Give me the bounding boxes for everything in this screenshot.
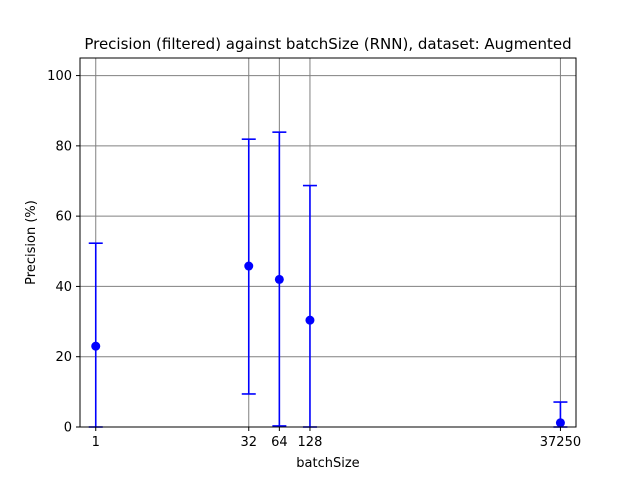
- x-tick-label: 1: [92, 435, 100, 450]
- x-tick-label: 32: [240, 435, 257, 450]
- axes-frame: [79, 57, 577, 428]
- y-tick-label: 0: [64, 421, 72, 436]
- x-tick-label: 128: [298, 435, 323, 450]
- x-axis-label: batchSize: [296, 456, 359, 471]
- x-axis-ticks: 1 32 64 128 37250: [92, 427, 581, 450]
- x-tick-label: 37250: [540, 435, 581, 450]
- x-tick-label: 64: [271, 435, 288, 450]
- y-tick-label: 60: [55, 210, 72, 225]
- y-tick-label: 80: [55, 139, 72, 154]
- data-point: [91, 341, 101, 351]
- y-tick-label: 20: [55, 350, 72, 365]
- data-series: [88, 131, 568, 428]
- y-axis-label: Precision (%): [24, 200, 39, 285]
- data-point: [555, 418, 565, 428]
- y-tick-label: 100: [47, 69, 72, 84]
- plot-area: [80, 58, 576, 427]
- chart-title: Precision (filtered) against batchSize (…: [84, 35, 571, 53]
- y-axis-ticks: 0 20 40 60 80 100: [47, 69, 80, 436]
- y-tick-label: 40: [55, 280, 72, 295]
- data-point: [305, 315, 315, 325]
- data-point: [244, 261, 254, 271]
- data-point: [274, 274, 284, 284]
